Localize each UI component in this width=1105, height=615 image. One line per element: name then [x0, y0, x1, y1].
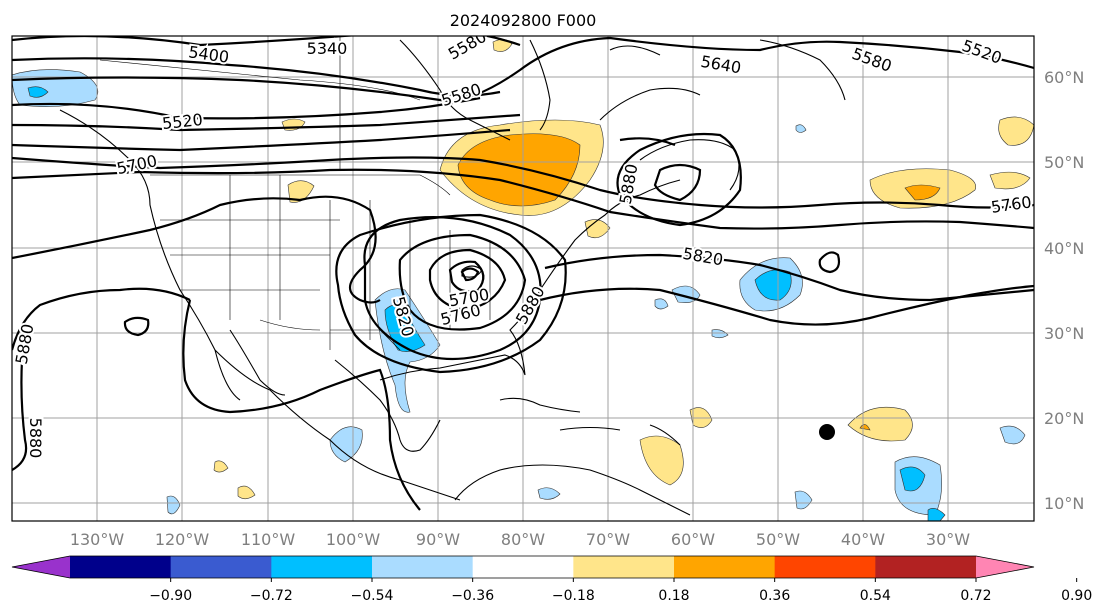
coastlines — [59, 39, 846, 516]
map-panel: 5400 5340 5580 5580 5520 5640 5580 5520 … — [12, 36, 1034, 521]
colorbar-extend-high — [976, 556, 1034, 578]
colorbar-segment — [875, 556, 977, 578]
colorbar-tick-label: −0.72 — [250, 588, 293, 604]
colorbar-tick-label: −0.54 — [351, 588, 394, 604]
lon-label: 90°W — [416, 530, 460, 549]
colorbar-outline — [11, 555, 1035, 579]
lat-label: 50°N — [1044, 153, 1084, 172]
lat-label: 30°N — [1044, 324, 1084, 343]
colorbar-tick-label: 0.18 — [658, 588, 689, 604]
colorbar-segment — [774, 556, 876, 578]
map-title: 2024092800 F000 — [450, 11, 597, 30]
lon-label: 100°W — [326, 530, 381, 549]
lat-label: 40°N — [1044, 239, 1084, 258]
storm-center-marker — [819, 424, 835, 440]
colorbar-segment — [674, 556, 776, 578]
height-contours — [12, 36, 1034, 511]
colorbar: −0.90 −0.72 −0.54 −0.36 −0.18 0.18 0.36 0.54 0.7… — [11, 555, 1092, 604]
colorbar-extend-low — [12, 556, 70, 578]
colorbar-tick-label: −0.90 — [149, 588, 192, 604]
longitude-labels: 130°W 120°W 110°W 100°W 90°W 80°W 70°W 6… — [70, 530, 970, 549]
lon-label: 120°W — [155, 530, 210, 549]
contour-label-5340: 5340 — [307, 39, 348, 58]
lat-label: 10°N — [1044, 494, 1084, 513]
latitude-labels: 60°N 50°N 40°N 30°N 20°N 10°N — [1044, 68, 1084, 513]
political-borders — [99, 36, 491, 351]
contour-label-5880-west-lower: 5880 — [26, 418, 45, 459]
lon-label: 130°W — [70, 530, 125, 549]
lon-label: 110°W — [241, 530, 296, 549]
lon-label: 80°W — [501, 530, 545, 549]
colorbar-tick-label: −0.36 — [451, 588, 494, 604]
lon-label: 60°W — [671, 530, 715, 549]
map-frame — [11, 35, 1035, 522]
lon-label: 70°W — [586, 530, 630, 549]
lon-label: 30°W — [926, 530, 970, 549]
colorbar-segment — [271, 556, 373, 578]
colorbar-tick-label: 0.36 — [759, 588, 790, 604]
lat-label: 60°N — [1044, 68, 1084, 87]
lon-label: 50°W — [756, 530, 800, 549]
colorbar-tick-label: 0.54 — [860, 588, 891, 604]
colorbar-tick-label: 0.90 — [1061, 588, 1092, 604]
colorbar-segment — [70, 556, 172, 578]
colorbar-tick-label: −0.18 — [552, 588, 595, 604]
colorbar-tick-label: 0.72 — [960, 588, 991, 604]
colorbar-segment — [372, 556, 474, 578]
colorbar-segment — [472, 556, 574, 578]
lon-label: 40°W — [841, 530, 885, 549]
lat-label: 20°N — [1044, 409, 1084, 428]
colorbar-segment — [573, 556, 675, 578]
colorbar-segment — [170, 556, 272, 578]
